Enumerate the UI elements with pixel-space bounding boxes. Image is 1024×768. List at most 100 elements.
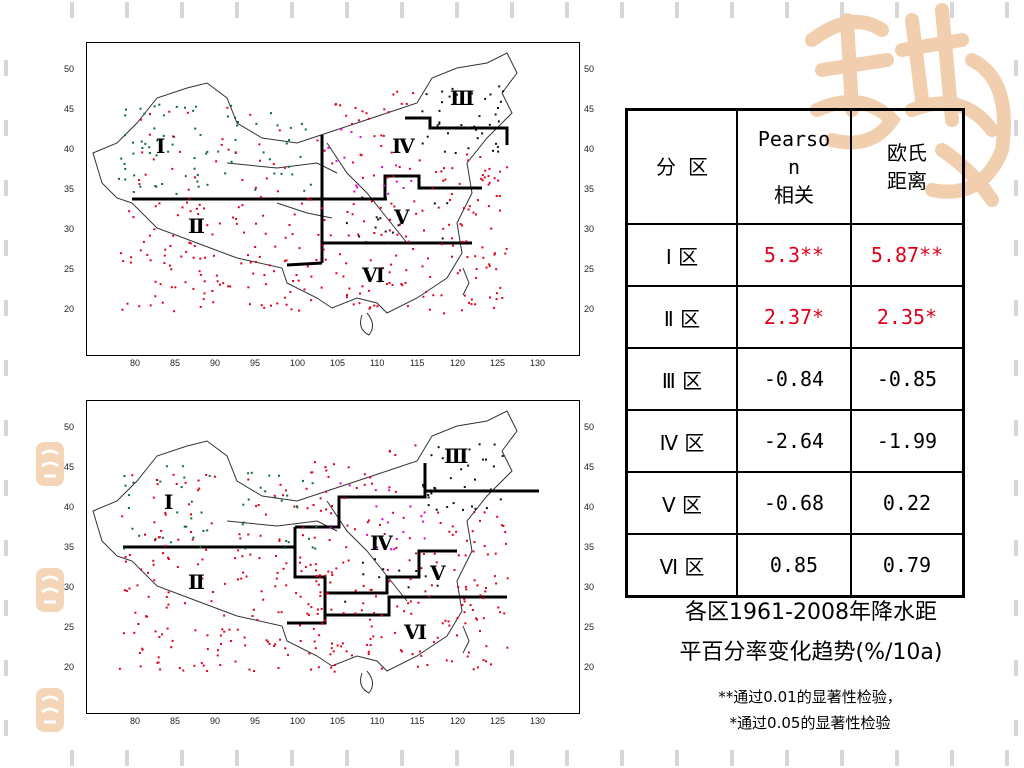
station-dot bbox=[313, 640, 316, 643]
station-dot bbox=[506, 166, 509, 169]
station-dot bbox=[280, 172, 283, 175]
station-dot bbox=[283, 296, 286, 299]
station-dot bbox=[139, 185, 142, 188]
station-dot bbox=[188, 503, 190, 506]
station-dot bbox=[183, 476, 186, 479]
station-dot bbox=[490, 488, 492, 491]
map-bottom-region-label-5: Ⅴ bbox=[430, 561, 446, 585]
station-dot bbox=[241, 178, 244, 181]
station-dot bbox=[138, 652, 141, 654]
station-dot bbox=[244, 644, 247, 647]
station-dot bbox=[175, 105, 178, 108]
station-dot bbox=[476, 137, 479, 140]
station-dot bbox=[240, 262, 243, 265]
station-dot bbox=[362, 585, 365, 587]
station-dot bbox=[178, 150, 181, 153]
station-dot bbox=[197, 185, 200, 188]
station-dot bbox=[505, 247, 508, 250]
station-dot bbox=[216, 280, 219, 283]
station-dot bbox=[498, 195, 501, 197]
station-dot bbox=[342, 275, 345, 278]
station-dot bbox=[165, 595, 168, 598]
map-bottom-region-label-3: Ⅲ bbox=[444, 444, 469, 468]
station-dot bbox=[157, 656, 160, 659]
station-dot bbox=[229, 285, 232, 288]
station-dot bbox=[283, 166, 286, 169]
station-dot bbox=[264, 232, 267, 235]
station-dot bbox=[357, 233, 360, 236]
station-dot bbox=[388, 271, 391, 274]
station-dot bbox=[460, 468, 463, 471]
frame-dash bbox=[70, 750, 74, 766]
station-dot bbox=[395, 546, 398, 549]
station-dot bbox=[495, 582, 498, 585]
table-row: Ⅱ 区 2.37* 2.35* bbox=[625, 285, 965, 349]
row-euclid: 0.22 bbox=[850, 471, 965, 535]
station-dot bbox=[303, 189, 306, 192]
station-dot bbox=[230, 160, 233, 163]
station-dot bbox=[286, 494, 289, 497]
station-dot bbox=[217, 649, 219, 652]
x-tick-label: 125 bbox=[490, 358, 506, 368]
station-dot bbox=[146, 253, 149, 256]
station-dot bbox=[357, 119, 360, 122]
station-dot bbox=[314, 647, 317, 650]
station-dot bbox=[212, 301, 215, 304]
station-dot bbox=[314, 563, 317, 566]
station-dot bbox=[467, 464, 470, 467]
y-tick-label: 40 bbox=[64, 502, 75, 512]
frame-dash bbox=[730, 2, 734, 18]
station-dot bbox=[385, 283, 388, 285]
station-dot bbox=[137, 623, 140, 625]
station-dot bbox=[226, 106, 229, 109]
frame-dash bbox=[400, 2, 404, 18]
station-dot bbox=[441, 90, 444, 93]
station-dot bbox=[188, 197, 191, 200]
station-dot bbox=[438, 109, 441, 112]
station-dot bbox=[331, 642, 333, 645]
station-dot bbox=[451, 533, 454, 536]
station-dot bbox=[319, 576, 322, 579]
station-dot bbox=[476, 199, 479, 202]
station-dot bbox=[198, 230, 201, 233]
y-tick-label: 35 bbox=[584, 184, 595, 194]
station-dot bbox=[302, 534, 304, 537]
station-dot bbox=[181, 206, 184, 209]
station-dot bbox=[409, 600, 412, 603]
station-dot bbox=[221, 138, 224, 141]
station-dot bbox=[422, 520, 425, 523]
station-dot bbox=[218, 222, 221, 225]
station-dot bbox=[252, 608, 255, 611]
station-dot bbox=[213, 475, 216, 478]
station-dot bbox=[409, 578, 412, 581]
station-dot bbox=[335, 272, 338, 275]
station-dot bbox=[258, 143, 261, 146]
station-dot bbox=[472, 550, 475, 553]
station-dot bbox=[324, 466, 327, 469]
station-dot bbox=[316, 612, 319, 615]
station-dot bbox=[235, 217, 238, 220]
station-dot bbox=[124, 555, 127, 558]
station-dot bbox=[495, 298, 498, 301]
station-dot bbox=[310, 299, 313, 302]
frame-dash bbox=[400, 750, 404, 766]
station-dot bbox=[238, 533, 241, 536]
station-dot bbox=[488, 181, 491, 184]
station-dot bbox=[162, 134, 165, 137]
station-dot bbox=[433, 552, 436, 555]
frame-dash bbox=[840, 2, 844, 18]
station-dot bbox=[184, 281, 187, 284]
station-dot bbox=[273, 270, 275, 273]
station-dot bbox=[141, 648, 144, 651]
station-dot bbox=[395, 254, 398, 257]
station-dot bbox=[390, 548, 393, 551]
station-dot bbox=[424, 575, 427, 578]
station-dot bbox=[170, 646, 173, 649]
station-dot bbox=[190, 500, 193, 503]
station-dot bbox=[278, 539, 281, 542]
station-dot bbox=[464, 622, 467, 625]
trend-table: 分 区 Pearso n 相关 欧氏 距离 Ⅰ 区 5.3** 5.87** Ⅱ… bbox=[625, 108, 965, 598]
station-dot bbox=[283, 260, 286, 263]
station-dot bbox=[141, 147, 144, 149]
station-dot bbox=[205, 473, 208, 476]
